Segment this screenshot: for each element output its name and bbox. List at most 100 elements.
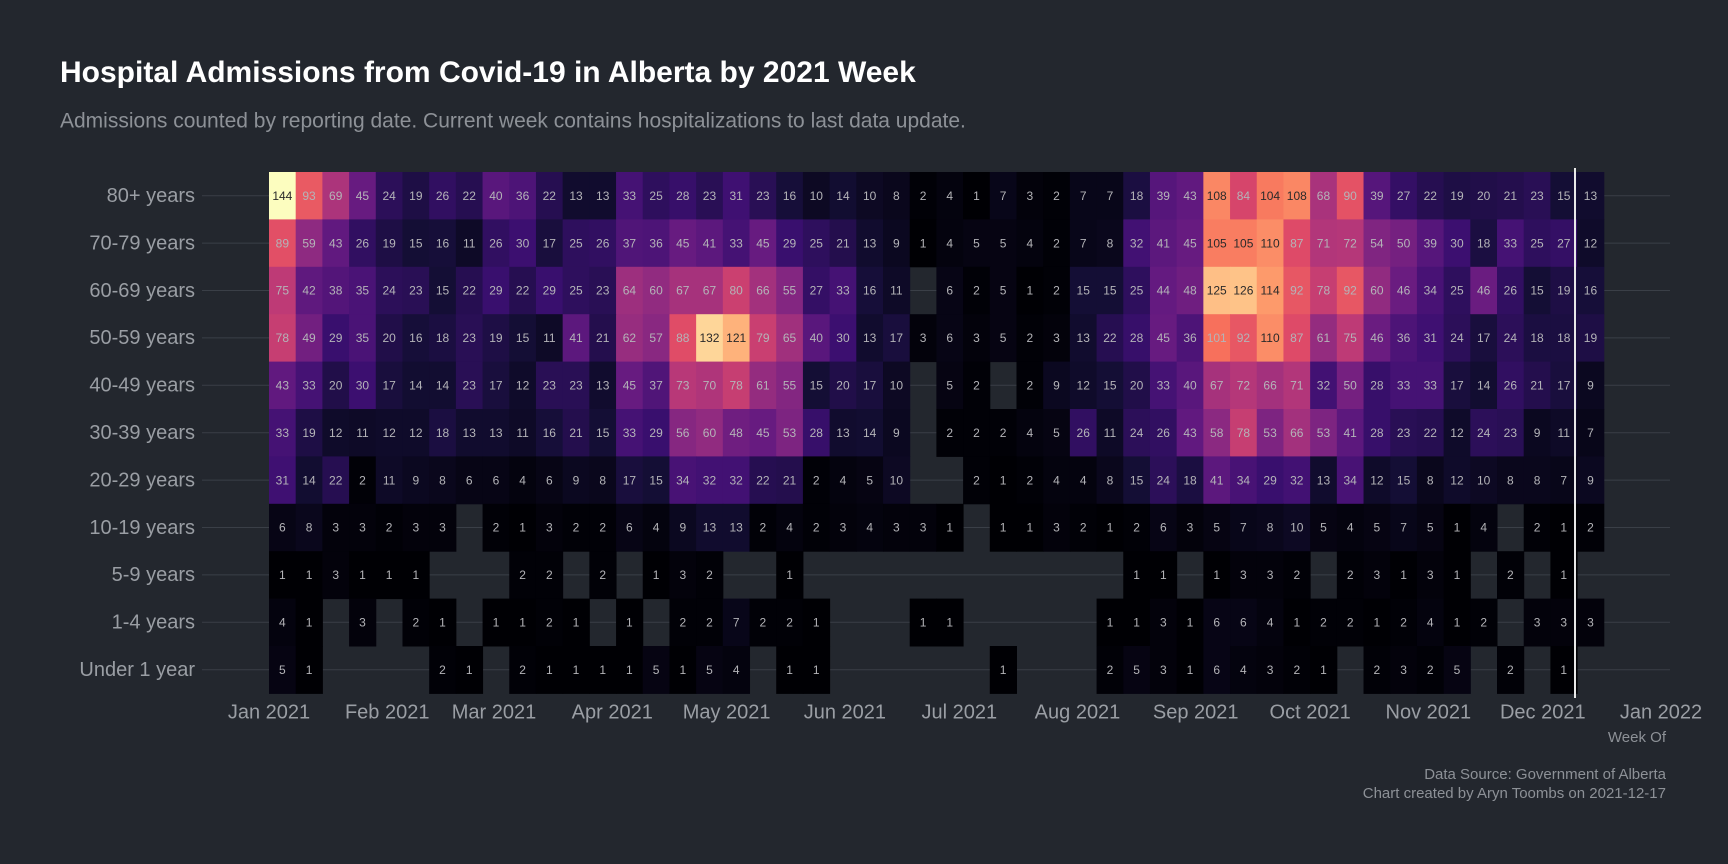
heat-cell (1283, 219, 1311, 268)
heat-cell (1550, 503, 1578, 552)
cell-label: 14 (1477, 378, 1491, 392)
heat-cell (936, 361, 964, 410)
heat-cell (1123, 456, 1151, 505)
heat-cell (1230, 646, 1258, 694)
x-tick-label: Dec 2021 (1500, 701, 1586, 723)
cell-label: 25 (1130, 284, 1144, 298)
heat-cell (1149, 456, 1178, 505)
cell-label: 1 (279, 568, 286, 582)
cell-label: 43 (329, 236, 343, 250)
heat-cell (963, 219, 991, 268)
heat-cell (963, 172, 991, 220)
heat-cell (1550, 314, 1578, 363)
cell-label: 1 (920, 615, 927, 629)
cell-label: 38 (329, 284, 343, 298)
heat-cell (642, 409, 670, 457)
heat-cell (1336, 503, 1365, 552)
heat-cell (509, 266, 537, 315)
heat-cell (749, 456, 777, 505)
cell-label: 7 (1080, 236, 1087, 250)
heat-cell (1283, 314, 1311, 363)
cell-label: 66 (1290, 426, 1304, 440)
cell-label: 24 (1477, 426, 1491, 440)
y-tick-label: 80+ years (107, 185, 195, 207)
cell-label: 39 (1370, 189, 1384, 203)
cell-label: 36 (516, 189, 530, 203)
heat-cell (963, 314, 991, 363)
caption: Data Source: Government of Alberta (1424, 766, 1666, 783)
cell-label: 1 (679, 663, 686, 677)
cell-label: 27 (810, 284, 824, 298)
cell-label: 69 (329, 189, 343, 203)
cell-label: 9 (1587, 378, 1594, 392)
cell-label: 6 (546, 473, 553, 487)
heat-cell (1416, 219, 1445, 268)
cell-label: 1 (1454, 521, 1461, 535)
heat-cell (722, 598, 751, 647)
cell-label: 3 (1267, 663, 1274, 677)
cell-label: 46 (1397, 284, 1411, 298)
heat-cell (1016, 219, 1044, 268)
heat-cell (909, 314, 937, 363)
heat-cell (1577, 266, 1605, 315)
cell-label: 11 (1558, 426, 1571, 440)
heat-cell (696, 172, 724, 220)
cell-label: 2 (813, 473, 820, 487)
cell-label: 1 (493, 615, 500, 629)
heat-cell (1577, 314, 1605, 363)
cell-label: 33 (276, 426, 290, 440)
cell-label: 2 (1400, 615, 1407, 629)
cell-label: 3 (679, 568, 686, 582)
heat-cell (1203, 219, 1231, 268)
cell-label: 12 (516, 378, 530, 392)
heat-cell (1443, 314, 1471, 363)
cell-label: 105 (1207, 236, 1227, 250)
heat-cell (482, 172, 510, 220)
cell-label: 75 (1344, 331, 1358, 345)
cell-label: 2 (1320, 615, 1327, 629)
cell-label: 11 (543, 331, 556, 345)
cell-label: 23 (596, 284, 610, 298)
heat-cell (1283, 456, 1311, 505)
heat-cell (1416, 266, 1445, 315)
heat-cell (269, 646, 297, 694)
cell-label: 17 (1557, 378, 1571, 392)
heat-cell (349, 219, 377, 268)
heat-cell (589, 172, 617, 220)
cell-label: 29 (489, 284, 503, 298)
heat-cell (1176, 456, 1204, 505)
heat-cell (722, 172, 751, 220)
heat-cell (909, 219, 937, 268)
heat-cell (1230, 172, 1258, 220)
cell-label: 42 (302, 284, 316, 298)
cell-label: 3 (1160, 663, 1167, 677)
cell-label: 59 (302, 236, 316, 250)
heat-cell (1310, 409, 1338, 457)
cell-label: 30 (516, 236, 530, 250)
heat-cell (1550, 409, 1578, 457)
heat-cell (776, 503, 804, 552)
heat-cell (1470, 503, 1498, 552)
heat-cell (1096, 646, 1124, 694)
cell-label: 45 (623, 378, 637, 392)
cell-label: 3 (1053, 521, 1060, 535)
cell-label: 24 (1450, 331, 1464, 345)
heat-cell (1230, 361, 1258, 410)
cell-label: 3 (1560, 615, 1567, 629)
y-tick-label: 70-79 years (89, 232, 195, 254)
heat-cell (856, 409, 884, 457)
cell-label: 33 (623, 426, 637, 440)
cell-label: 33 (623, 189, 637, 203)
cell-label: 22 (1103, 331, 1117, 345)
cell-label: 22 (756, 473, 770, 487)
heat-cell (749, 266, 777, 315)
cell-label: 5 (706, 663, 713, 677)
heat-cell (562, 314, 590, 363)
cell-label: 33 (302, 378, 316, 392)
cell-label: 15 (1130, 473, 1144, 487)
heat-cell (589, 456, 617, 505)
cell-label: 12 (382, 426, 396, 440)
cell-label: 1 (626, 615, 633, 629)
cell-label: 5 (1320, 521, 1327, 535)
y-tick-label: 50-59 years (89, 327, 195, 349)
